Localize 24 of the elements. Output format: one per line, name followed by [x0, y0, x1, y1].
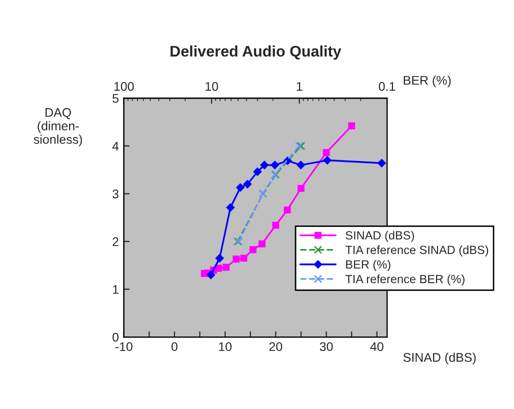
chart-title: Delivered Audio Quality: [170, 45, 342, 60]
x2-axis-title: BER (%): [404, 76, 451, 88]
y-tick-label: 3: [112, 190, 118, 198]
x-tick-label: 0: [171, 342, 178, 352]
x-tick-label: -10: [115, 342, 132, 352]
y-tick-label: 0: [112, 332, 119, 342]
x2-tick-label: 10: [206, 82, 218, 91]
x2-tick-label: 1: [296, 82, 302, 91]
y-tick-label: 4: [112, 142, 119, 150]
x-tick-label: 40: [370, 342, 384, 352]
legend-label: TIA reference BER (%): [345, 274, 464, 286]
x-tick-label: 10: [219, 342, 232, 352]
x2-tick-label: 100: [114, 82, 134, 91]
legend-label: BER (%): [346, 260, 390, 271]
y-tick-label: 2: [112, 237, 118, 246]
y-tick-label: 5: [112, 94, 118, 103]
legend-label: SINAD (dBS): [346, 230, 414, 242]
legend-label: TIA reference SINAD (dBS): [345, 245, 488, 256]
x-tick-label: 20: [269, 342, 282, 352]
x-axis-title: SINAD (dBS): [403, 352, 476, 364]
y-axis-title: DAQ (dimen- sionless): [34, 108, 82, 146]
x-tick-label: 30: [320, 342, 333, 352]
y-tick-label: 1: [113, 285, 118, 294]
x2-tick-label: 0.1: [378, 82, 396, 91]
